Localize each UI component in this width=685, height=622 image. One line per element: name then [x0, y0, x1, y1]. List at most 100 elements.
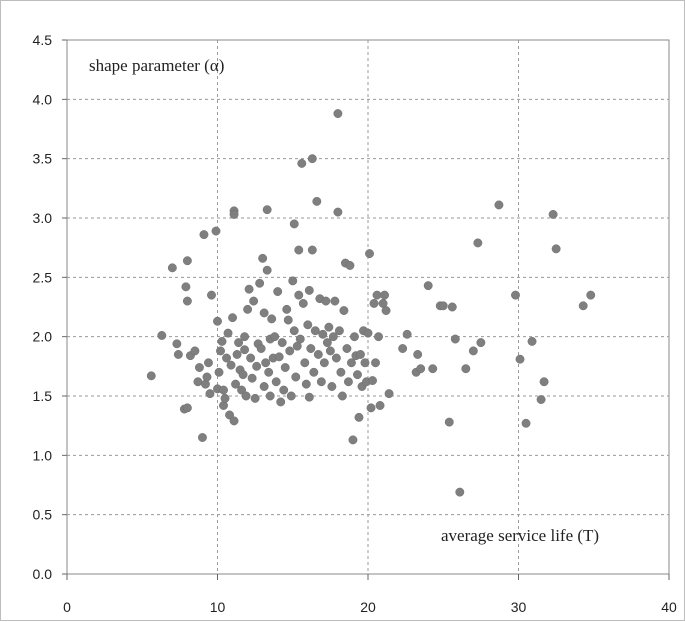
- y-axis-title: shape parameter (α): [89, 56, 224, 75]
- scatter-point: [214, 367, 224, 377]
- scatter-point: [285, 346, 295, 356]
- scatter-point: [241, 391, 251, 401]
- scatter-point: [539, 377, 549, 387]
- data-points: [146, 109, 596, 497]
- scatter-point: [363, 328, 373, 338]
- scatter-point: [310, 326, 320, 336]
- y-tick-label: 3.0: [33, 210, 53, 226]
- scatter-point: [304, 392, 314, 402]
- scatter-point: [289, 219, 299, 229]
- scatter-point: [225, 410, 234, 420]
- scatter-point: [181, 282, 191, 292]
- scatter-point: [307, 245, 317, 255]
- scatter-point: [229, 209, 239, 219]
- scatter-point: [173, 350, 183, 359]
- y-tick-label: 2.5: [33, 269, 53, 285]
- y-tick-label: 4.0: [33, 91, 53, 107]
- scatter-point: [220, 393, 230, 403]
- scatter-point: [468, 346, 478, 356]
- scatter-point: [283, 315, 293, 325]
- scatter-point: [324, 322, 334, 332]
- scatter-point: [444, 417, 454, 427]
- x-tick-label: 30: [511, 599, 527, 615]
- x-tick-label: 20: [360, 599, 376, 615]
- scatter-point: [213, 316, 222, 326]
- scatter-point: [318, 329, 328, 339]
- axis-ticks: 0 10 20 30 40 0.0 0.5 1.0 1.5 2.0 2.5 3.0 3.5 4.0 4.5: [33, 32, 677, 615]
- scatter-point: [277, 338, 287, 348]
- scatter-point: [578, 301, 588, 311]
- scatter-point: [240, 345, 250, 355]
- scatter-point: [270, 332, 280, 342]
- scatter-point: [384, 389, 394, 399]
- scatter-point: [398, 344, 408, 353]
- scatter-point: [294, 245, 304, 255]
- scatter-point: [333, 207, 343, 217]
- scatter-point: [207, 290, 216, 300]
- scatter-point: [327, 382, 337, 391]
- scatter-point: [256, 344, 266, 353]
- scatter-point: [249, 296, 259, 306]
- scatter-point: [336, 367, 346, 377]
- scatter-point: [238, 370, 248, 380]
- scatter-point: [339, 306, 349, 316]
- scatter-point: [473, 238, 483, 248]
- scatter-point: [494, 200, 504, 210]
- scatter-point: [216, 346, 225, 356]
- scatter-point: [330, 296, 340, 306]
- grid-lines: [67, 40, 669, 574]
- scatter-point: [369, 298, 379, 308]
- scatter-point: [258, 253, 268, 263]
- scatter-point: [294, 290, 304, 300]
- y-tick-label: 1.5: [33, 388, 53, 404]
- scatter-point: [246, 353, 256, 363]
- scatter-point: [271, 377, 281, 387]
- scatter-point: [438, 301, 448, 311]
- scatter-point: [306, 344, 316, 353]
- scatter-point: [334, 326, 344, 336]
- scatter-point: [345, 261, 355, 270]
- scatter-point: [276, 397, 286, 407]
- scatter-point: [194, 363, 204, 372]
- scatter-point: [309, 367, 319, 377]
- scatter-point: [368, 376, 377, 386]
- scatter-point: [353, 370, 362, 380]
- scatter-point: [279, 385, 289, 395]
- scatter-point: [222, 353, 231, 363]
- scatter-point: [374, 332, 383, 342]
- scatter-point: [182, 403, 192, 413]
- scatter-point: [337, 391, 347, 401]
- scatter-point: [262, 265, 272, 275]
- scatter-point: [288, 276, 298, 286]
- scatter-point: [237, 385, 247, 395]
- scatter-point: [375, 401, 385, 410]
- scatter-point: [265, 391, 275, 401]
- scatter-point: [229, 416, 239, 426]
- x-tick-label: 0: [63, 599, 71, 615]
- y-tick-label: 0.0: [33, 566, 53, 582]
- scatter-point: [372, 290, 382, 300]
- scatter-point: [413, 350, 423, 359]
- scatter-point: [291, 372, 301, 382]
- scatter-point: [286, 391, 296, 401]
- scatter-point: [450, 334, 460, 344]
- scatter-point: [511, 290, 520, 300]
- scatter-point: [551, 244, 561, 254]
- scatter-point: [199, 230, 209, 240]
- scatter-point: [219, 385, 228, 395]
- scatter-point: [298, 298, 308, 308]
- scatter-point: [300, 358, 310, 368]
- x-axis-title: average service life (T): [441, 526, 599, 545]
- scatter-point: [282, 304, 292, 314]
- scatter-point: [303, 320, 313, 330]
- scatter-point: [333, 109, 343, 119]
- scatter-point: [202, 372, 212, 382]
- scatter-point: [455, 487, 465, 497]
- scatter-point: [264, 367, 274, 377]
- scatter-point: [321, 296, 331, 306]
- scatter-point: [289, 326, 299, 336]
- scatter-point: [416, 364, 426, 374]
- scatter-point: [243, 304, 253, 314]
